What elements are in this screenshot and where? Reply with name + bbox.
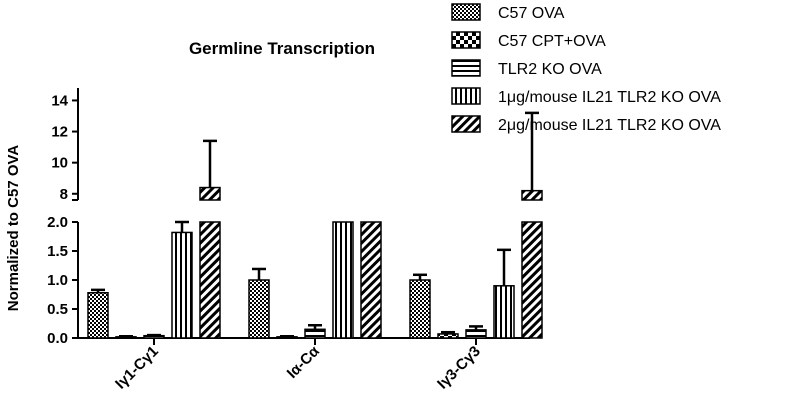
bar xyxy=(171,231,193,339)
legend-swatch xyxy=(451,3,481,21)
legend-swatch xyxy=(451,31,481,49)
legend-swatch xyxy=(451,115,481,133)
x-tick-label: Iα-Cα xyxy=(284,342,324,382)
y-tick-label: 1.0 xyxy=(47,272,68,289)
y-axis-label: Normalized to C57 OVA xyxy=(5,145,22,312)
legend: C57 OVA C57 CPT+OVA TLR2 KO OVA 1μg/mouse I… xyxy=(451,3,721,134)
y-tick-label: 10 xyxy=(51,155,68,172)
legend-swatch xyxy=(451,59,481,77)
legend-label: 2μg/mouse IL21 TLR2 KO OVA xyxy=(498,117,721,134)
y-tick-label: 14 xyxy=(51,92,68,109)
legend-label: C57 OVA xyxy=(498,5,565,22)
bar xyxy=(493,285,515,339)
bar xyxy=(360,221,382,339)
bar-upper-segment xyxy=(199,186,221,201)
bar xyxy=(521,221,543,339)
y-tick-label: 1.5 xyxy=(47,243,68,260)
bar xyxy=(87,292,109,339)
x-tick-labels: Iγ1-Cγ1 Iα-Cα Iγ3-Cγ3 xyxy=(112,342,484,392)
y-tick-label: 0.0 xyxy=(47,330,68,347)
bar xyxy=(304,328,326,339)
chart-title: Germline Transcription xyxy=(189,39,375,58)
x-tick-label: Iγ3-Cγ3 xyxy=(434,343,484,393)
bar xyxy=(465,329,487,339)
y-tick-label: 12 xyxy=(51,124,68,141)
legend-label: 1μg/mouse IL21 TLR2 KO OVA xyxy=(498,89,721,106)
legend-swatch xyxy=(451,87,481,105)
y-tick-label: 8 xyxy=(60,186,68,203)
y-tick-label: 2.0 xyxy=(47,214,68,231)
bar xyxy=(409,279,431,339)
bar xyxy=(332,221,354,339)
y-tick-label: 0.5 xyxy=(47,301,68,318)
legend-label: TLR2 KO OVA xyxy=(498,61,602,78)
bar-upper-segment xyxy=(521,189,543,201)
legend-label: C57 CPT+OVA xyxy=(498,33,606,50)
bar xyxy=(248,279,270,339)
bars xyxy=(87,111,543,339)
x-tick-label: Iγ1-Cγ1 xyxy=(112,343,162,393)
bar xyxy=(437,333,459,339)
bar xyxy=(199,221,221,339)
